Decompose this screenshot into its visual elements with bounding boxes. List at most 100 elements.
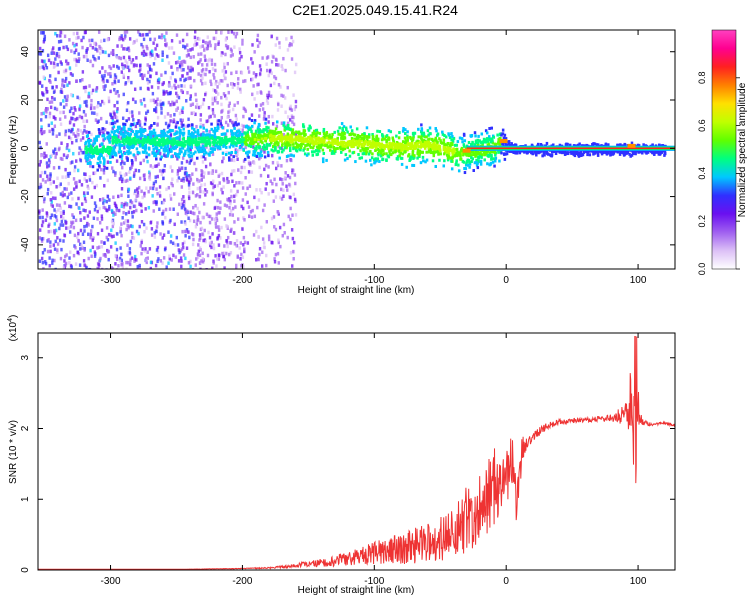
heatmap-cell bbox=[96, 49, 99, 53]
heatmap-cell bbox=[354, 160, 357, 164]
heatmap-cell bbox=[371, 140, 374, 144]
heatmap-cell bbox=[83, 248, 86, 252]
heatmap-cell bbox=[102, 156, 105, 160]
heatmap-cell bbox=[259, 139, 263, 143]
heatmap-cell bbox=[392, 140, 396, 144]
heatmap-cell bbox=[200, 69, 204, 73]
heatmap-cell bbox=[246, 138, 250, 142]
heatmap-cell bbox=[130, 256, 134, 260]
heatmap-cell bbox=[81, 131, 85, 135]
heatmap-cell bbox=[67, 148, 71, 153]
heatmap-cell bbox=[68, 81, 71, 85]
heatmap-cell bbox=[343, 136, 347, 140]
heatmap-cell bbox=[142, 53, 146, 57]
heatmap-cell bbox=[383, 137, 386, 141]
heatmap-cell bbox=[127, 260, 130, 265]
heatmap-cell bbox=[159, 157, 162, 161]
heatmap-cell bbox=[400, 144, 404, 148]
heatmap-cell bbox=[123, 123, 127, 127]
heatmap-cell bbox=[50, 51, 53, 55]
heatmap-cell bbox=[461, 151, 465, 155]
heatmap-cell bbox=[84, 172, 87, 177]
heatmap-cell bbox=[60, 31, 64, 35]
heatmap-cell bbox=[116, 100, 119, 105]
heatmap-cell bbox=[108, 198, 111, 202]
heatmap-cell bbox=[265, 93, 269, 98]
heatmap-cell bbox=[336, 129, 340, 133]
heatmap-cell bbox=[115, 247, 119, 252]
heatmap-cell bbox=[247, 70, 251, 74]
heatmap-cell bbox=[199, 113, 203, 117]
heatmap-cell bbox=[40, 125, 43, 129]
heatmap-cell bbox=[132, 174, 136, 178]
heatmap-cell bbox=[180, 88, 183, 93]
heatmap-cell bbox=[277, 83, 281, 87]
heatmap-cell bbox=[193, 35, 197, 40]
heatmap-cell bbox=[135, 258, 138, 262]
heatmap-cell bbox=[144, 247, 147, 251]
heatmap-cell bbox=[64, 175, 68, 179]
heatmap-cell bbox=[236, 217, 240, 221]
heatmap-cell bbox=[105, 199, 108, 204]
heatmap-cell bbox=[39, 52, 43, 56]
heatmap-cell bbox=[155, 164, 159, 168]
heatmap-cell bbox=[192, 152, 195, 156]
heatmap-cell bbox=[149, 125, 152, 129]
heatmap-cell bbox=[89, 229, 93, 233]
heatmap-cell bbox=[162, 200, 165, 205]
heatmap-cell bbox=[286, 188, 289, 192]
heatmap-cell bbox=[450, 157, 454, 161]
heatmap-cell bbox=[409, 155, 413, 159]
heatmap-cell bbox=[334, 147, 338, 151]
heatmap-cell bbox=[156, 221, 159, 225]
heatmap-cell bbox=[197, 142, 201, 146]
heatmap-cell bbox=[255, 229, 258, 234]
heatmap-cell bbox=[65, 102, 68, 107]
heatmap-cell bbox=[243, 240, 247, 245]
heatmap-cell bbox=[398, 154, 401, 158]
heatmap-cell bbox=[81, 246, 84, 250]
heatmap-cell bbox=[216, 205, 220, 210]
heatmap-cell bbox=[515, 150, 518, 154]
heatmap-cell bbox=[289, 206, 292, 211]
heatmap-cell bbox=[49, 181, 52, 186]
heatmap-cell bbox=[65, 187, 68, 191]
heatmap-cell bbox=[227, 198, 230, 203]
heatmap-cell bbox=[134, 100, 137, 104]
heatmap-cell bbox=[491, 141, 495, 145]
heatmap-cell bbox=[55, 185, 58, 189]
heatmap-cell bbox=[90, 91, 93, 95]
heatmap-cell bbox=[387, 136, 390, 140]
heatmap-cell bbox=[211, 181, 214, 186]
heatmap-cell bbox=[220, 109, 224, 113]
heatmap-cell bbox=[222, 62, 226, 66]
heatmap-cell bbox=[396, 155, 400, 159]
heatmap-cell bbox=[54, 267, 57, 269]
heatmap-cell bbox=[280, 164, 283, 168]
heatmap-cell bbox=[150, 85, 154, 89]
heatmap-cell bbox=[199, 220, 202, 225]
heatmap-cell bbox=[172, 51, 176, 55]
heatmap-cell bbox=[211, 192, 214, 197]
heatmap-cell bbox=[39, 145, 42, 150]
heatmap-cell bbox=[260, 154, 264, 158]
heatmap-cell bbox=[290, 153, 293, 157]
heatmap-cell bbox=[253, 195, 256, 200]
heatmap-cell bbox=[265, 181, 268, 186]
heatmap-cell bbox=[462, 132, 466, 136]
heatmap-cell bbox=[91, 245, 95, 249]
heatmap-cell bbox=[163, 163, 167, 168]
heatmap-cell bbox=[441, 130, 444, 134]
heatmap-cell bbox=[332, 148, 336, 152]
heatmap-cell bbox=[87, 153, 91, 157]
heatmap-cell bbox=[151, 165, 155, 170]
heatmap-cell bbox=[274, 227, 278, 232]
heatmap-cell bbox=[120, 36, 123, 41]
heatmap-cell bbox=[213, 126, 217, 130]
heatmap-cell bbox=[441, 132, 445, 136]
heatmap-cell bbox=[109, 71, 112, 76]
heatmap-cell bbox=[250, 77, 253, 82]
heatmap-cell bbox=[293, 173, 297, 177]
heatmap-cell bbox=[99, 39, 103, 43]
heatmap-cell bbox=[275, 182, 278, 187]
